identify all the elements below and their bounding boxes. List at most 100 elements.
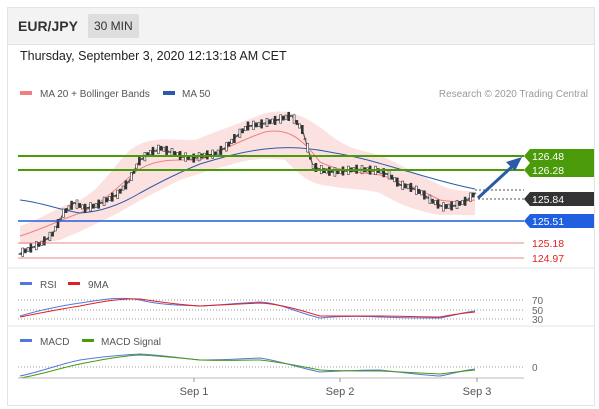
- candle: [100, 202, 103, 204]
- candle: [162, 146, 166, 152]
- candle: [455, 200, 459, 210]
- chart-header: EUR/JPY 30 MIN: [8, 8, 594, 45]
- candle: [328, 166, 331, 176]
- bollinger-band-area: [20, 111, 475, 244]
- research-credit: Research © 2020 Trading Central: [439, 89, 588, 100]
- candle: [37, 242, 41, 247]
- candle: [45, 238, 49, 240]
- candle: [111, 192, 114, 202]
- chart-timestamp: Thursday, September 3, 2020 12:13:18 AM …: [20, 49, 287, 63]
- ma50-legend-swatch: [163, 91, 175, 95]
- candle: [330, 171, 334, 173]
- candle: [149, 150, 152, 155]
- candle: [428, 194, 432, 204]
- x-label-sep3: Sep 3: [463, 386, 492, 398]
- candle: [29, 243, 33, 253]
- macd-signal-legend-swatch: [82, 339, 94, 342]
- timeframe-badge[interactable]: 30 MIN: [88, 14, 139, 38]
- rsi-ma-legend-swatch: [68, 282, 80, 285]
- candle: [333, 167, 337, 177]
- candle: [284, 114, 288, 120]
- candle: [102, 196, 106, 206]
- candle: [165, 145, 168, 155]
- candle: [314, 163, 318, 173]
- macd-signal-legend-label: MACD Signal: [101, 337, 161, 348]
- candle: [246, 121, 250, 131]
- candle: [271, 118, 274, 124]
- candle: [140, 158, 144, 160]
- candle: [24, 248, 27, 254]
- candle: [281, 115, 285, 121]
- candle: [48, 231, 52, 241]
- candle: [235, 135, 239, 137]
- current-price-value: 125.84: [532, 194, 564, 206]
- candle: [471, 192, 475, 198]
- candle: [216, 149, 220, 155]
- candle: [262, 122, 266, 125]
- candle: [439, 205, 443, 207]
- candle: [157, 144, 160, 154]
- candle: [241, 128, 244, 134]
- projection-arrow-line: [476, 161, 518, 200]
- candle: [260, 119, 263, 129]
- candle: [463, 196, 467, 206]
- candle: [404, 183, 407, 189]
- candle: [195, 157, 198, 159]
- projection-arrow-head: [506, 157, 522, 171]
- candle: [268, 119, 272, 125]
- candle: [73, 202, 76, 204]
- candle: [401, 180, 405, 190]
- rsi-legend-swatch: [20, 282, 32, 285]
- candle: [124, 180, 128, 190]
- macd-line: [19, 353, 476, 377]
- candle: [395, 177, 399, 187]
- candle: [130, 172, 133, 182]
- resistance-1-tag: [524, 163, 594, 177]
- candle: [461, 200, 464, 205]
- candle: [18, 253, 22, 255]
- candle: [127, 181, 130, 184]
- candle: [390, 174, 394, 180]
- candle: [276, 119, 280, 121]
- candle: [265, 118, 269, 128]
- candle: [303, 138, 307, 140]
- macd-legend-label: MACD: [40, 337, 69, 348]
- rsi-line: [19, 297, 476, 319]
- pivot-tag: [524, 214, 594, 228]
- candle: [97, 199, 100, 209]
- candle: [113, 195, 117, 197]
- candle: [92, 203, 95, 209]
- candle: [382, 168, 386, 178]
- candle: [279, 114, 282, 124]
- candle: [211, 149, 214, 159]
- rsi-70-label: 70: [532, 296, 544, 307]
- candle: [32, 246, 35, 249]
- candle: [420, 190, 424, 196]
- rsi-30-label: 30: [532, 315, 544, 326]
- candle: [409, 182, 413, 192]
- candle: [300, 125, 304, 135]
- candle: [444, 204, 448, 209]
- candle: [59, 218, 63, 220]
- candle: [159, 145, 163, 151]
- candle: [119, 188, 122, 194]
- candle: [306, 143, 310, 153]
- current-price-tag: [524, 192, 594, 206]
- candle: [154, 150, 157, 152]
- candle: [257, 122, 261, 127]
- candle: [431, 198, 434, 204]
- candle: [81, 204, 84, 210]
- candle: [385, 173, 388, 175]
- candle: [249, 125, 252, 127]
- rsi-legend-label: RSI: [40, 280, 57, 291]
- candle: [219, 145, 223, 155]
- candle: [412, 188, 415, 190]
- candle: [51, 231, 54, 237]
- candle: [238, 128, 242, 138]
- candle: [116, 189, 119, 199]
- ma20-legend-swatch: [20, 91, 32, 95]
- candle: [417, 189, 421, 194]
- candle: [425, 196, 429, 199]
- candle: [458, 201, 462, 206]
